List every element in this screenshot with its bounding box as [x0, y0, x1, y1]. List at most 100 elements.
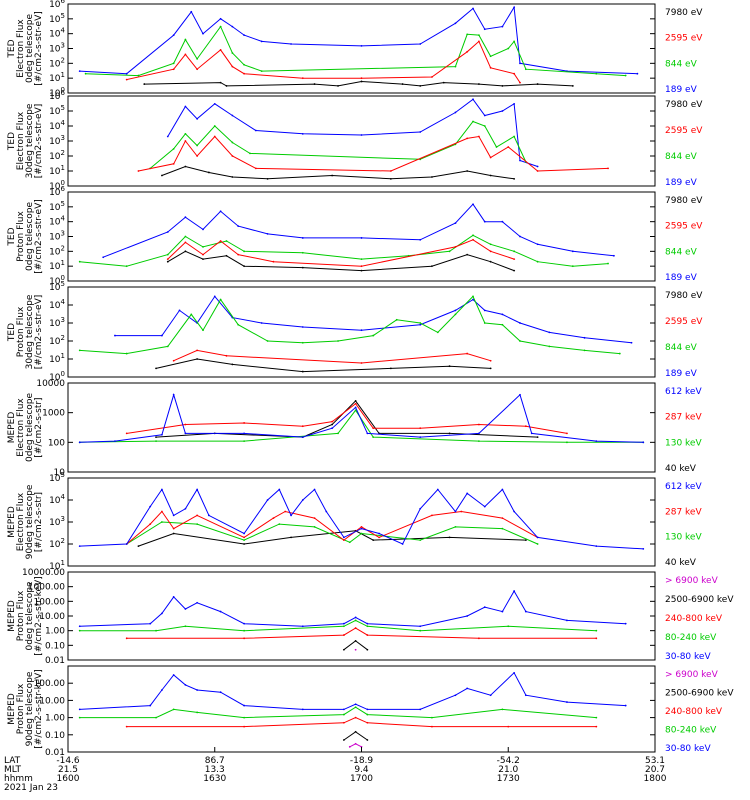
series-line — [144, 80, 573, 87]
y-tick-label: 0.01 — [45, 748, 65, 758]
data-point — [419, 85, 422, 87]
series-line — [85, 25, 626, 77]
panel-frame — [67, 3, 656, 94]
data-point — [419, 436, 422, 439]
data-point — [466, 352, 469, 355]
data-point — [536, 436, 539, 439]
data-point — [419, 539, 422, 542]
data-point — [237, 323, 240, 326]
y-tick-label: 104 — [49, 493, 65, 506]
data-point — [137, 74, 140, 77]
data-point — [366, 739, 369, 741]
data-point — [196, 523, 199, 526]
data-point — [219, 691, 222, 694]
data-point — [524, 610, 527, 613]
data-point — [454, 525, 457, 528]
data-point — [331, 423, 334, 426]
y-tick-label: 101 — [49, 164, 65, 177]
x-tick-label: -54.2 — [497, 756, 520, 766]
data-point — [196, 689, 199, 691]
data-point — [366, 648, 369, 651]
y-tick-label: 103 — [49, 42, 65, 55]
data-point — [519, 340, 521, 342]
data-point — [137, 545, 140, 548]
panel-frame — [67, 477, 656, 567]
legend-entry: 240-800 keV — [665, 707, 723, 717]
legend-entry: 2595 eV — [665, 34, 703, 44]
data-point — [337, 340, 339, 342]
data-point — [184, 140, 187, 142]
series-line — [79, 295, 620, 355]
legend-entry: 40 keV — [665, 464, 697, 474]
data-point — [301, 370, 304, 373]
legend-entry: 189 eV — [665, 85, 698, 95]
data-point — [360, 44, 363, 47]
data-point — [401, 543, 404, 545]
data-point — [301, 251, 304, 254]
data-point — [78, 70, 81, 72]
data-point — [519, 159, 521, 162]
data-point — [524, 425, 527, 428]
data-point — [419, 629, 422, 632]
data-point — [513, 269, 516, 272]
data-point — [536, 243, 539, 246]
data-point — [489, 55, 492, 58]
data-point — [442, 81, 445, 84]
data-point — [125, 352, 128, 355]
data-point — [172, 596, 175, 598]
data-point — [524, 68, 527, 71]
y-tick-label: 101 — [49, 71, 65, 84]
data-point — [454, 111, 457, 114]
data-point — [536, 260, 539, 263]
y-axis-label: TED — [7, 323, 17, 342]
data-point — [278, 523, 281, 526]
data-point — [354, 399, 357, 402]
data-point — [501, 610, 504, 613]
data-point — [125, 543, 128, 545]
data-point — [395, 318, 398, 321]
y-axis-label: Electron Flux — [16, 398, 26, 457]
series-line — [167, 250, 515, 272]
data-point — [466, 253, 469, 256]
data-point — [513, 258, 516, 260]
data-point — [519, 393, 521, 396]
y-axis-label: [#/cm2-s-str-keV] — [34, 576, 44, 655]
data-point — [454, 510, 457, 513]
data-point — [501, 110, 504, 112]
data-point — [489, 367, 492, 370]
data-point — [454, 313, 457, 316]
data-point — [243, 622, 246, 625]
data-point — [184, 608, 187, 610]
data-point — [419, 708, 422, 711]
data-point — [348, 541, 351, 544]
data-point — [213, 295, 216, 298]
data-point — [607, 167, 609, 170]
legend-entry: 30-80 keV — [665, 744, 711, 754]
data-point — [595, 440, 598, 443]
data-point — [524, 694, 527, 697]
data-point — [231, 363, 234, 366]
x-tick-label: 86.7 — [205, 756, 225, 766]
data-point — [624, 74, 627, 77]
data-point — [454, 222, 457, 225]
data-point — [448, 536, 451, 539]
data-point — [196, 711, 199, 714]
data-point — [172, 532, 175, 535]
data-point — [419, 427, 422, 430]
data-point — [566, 619, 568, 622]
data-point — [243, 265, 246, 268]
data-point — [161, 510, 163, 513]
data-point — [566, 432, 568, 435]
data-point — [196, 117, 199, 120]
data-point — [566, 441, 568, 444]
y-axis-label: Proton Flux — [16, 683, 26, 734]
data-point — [337, 432, 339, 435]
panel-frame — [67, 382, 656, 473]
x-tick-label: 21.0 — [498, 765, 518, 775]
y-axis-label: [#/cm2-s-str-eV] — [34, 295, 44, 370]
y-tick-label: 1.00 — [45, 714, 65, 724]
data-point — [354, 409, 357, 412]
y-axis-label: [#/cm2-s-str-eV] — [34, 11, 44, 86]
